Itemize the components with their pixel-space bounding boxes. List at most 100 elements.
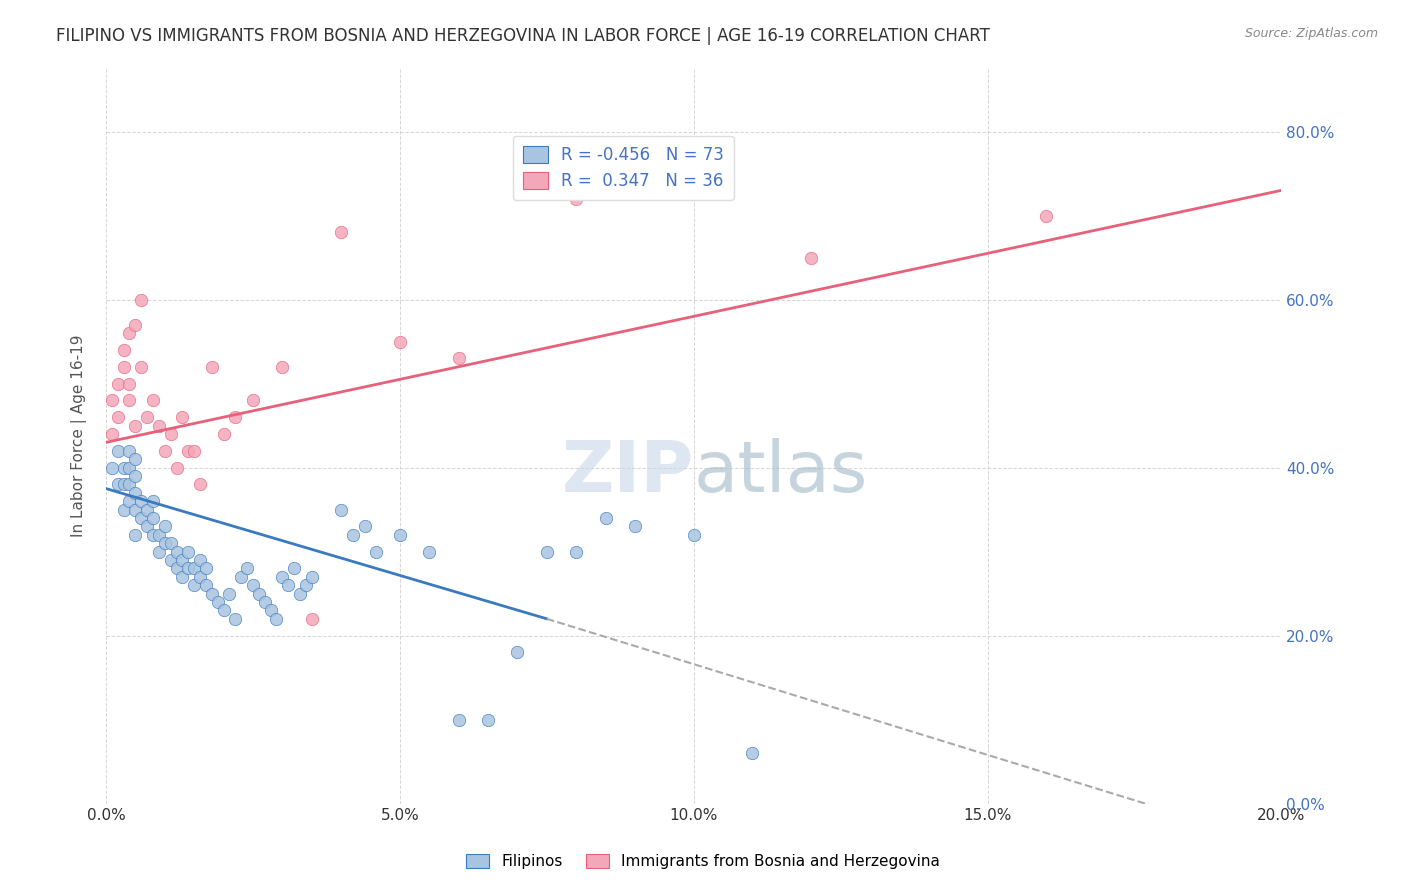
Point [166, 460, 188, 475]
Point [124, 418, 146, 433]
Point [136, 502, 159, 516]
Point [536, 544, 558, 558]
Point [277, 578, 299, 592]
Text: ZIP: ZIP [561, 438, 693, 508]
Legend: R = -0.456   N = 73, R =  0.347   N = 36: R = -0.456 N = 73, R = 0.347 N = 36 [513, 136, 734, 201]
Point [447, 351, 470, 366]
Point [188, 477, 211, 491]
Point [330, 502, 353, 516]
Point [118, 326, 141, 340]
Point [177, 561, 200, 575]
Point [183, 443, 205, 458]
Point [118, 376, 141, 391]
Point [330, 225, 353, 239]
Point [800, 251, 823, 265]
Point [112, 502, 135, 516]
Point [153, 519, 176, 533]
Point [142, 528, 165, 542]
Point [124, 485, 146, 500]
Point [107, 477, 129, 491]
Point [129, 293, 152, 307]
Point [129, 359, 152, 374]
Point [301, 612, 323, 626]
Point [148, 418, 170, 433]
Point [194, 561, 217, 575]
Point [101, 427, 124, 442]
Point [418, 544, 440, 558]
Point [253, 595, 276, 609]
Legend: Filipinos, Immigrants from Bosnia and Herzegovina: Filipinos, Immigrants from Bosnia and He… [460, 848, 946, 875]
Point [236, 561, 259, 575]
Point [266, 612, 288, 626]
Text: Source: ZipAtlas.com: Source: ZipAtlas.com [1244, 27, 1378, 40]
Point [224, 612, 246, 626]
Point [112, 359, 135, 374]
Point [212, 427, 235, 442]
Point [682, 167, 704, 181]
Point [118, 393, 141, 408]
Point [118, 460, 141, 475]
Point [118, 443, 141, 458]
Point [247, 586, 270, 600]
Point [159, 553, 181, 567]
Point [271, 570, 294, 584]
Point [118, 477, 141, 491]
Point [342, 528, 364, 542]
Point [107, 443, 129, 458]
Y-axis label: In Labor Force | Age 16-19: In Labor Force | Age 16-19 [72, 334, 87, 537]
Point [447, 713, 470, 727]
Point [129, 511, 152, 525]
Point [107, 376, 129, 391]
Point [388, 334, 411, 349]
Point [477, 713, 499, 727]
Point [142, 511, 165, 525]
Point [159, 427, 181, 442]
Point [624, 519, 647, 533]
Point [101, 460, 124, 475]
Point [188, 553, 211, 567]
Point [177, 443, 200, 458]
Point [283, 561, 305, 575]
Point [148, 544, 170, 558]
Point [271, 359, 294, 374]
Point [148, 528, 170, 542]
Point [565, 544, 588, 558]
Point [112, 477, 135, 491]
Point [183, 578, 205, 592]
Point [194, 578, 217, 592]
Point [177, 544, 200, 558]
Point [353, 519, 375, 533]
Point [101, 393, 124, 408]
Point [172, 553, 194, 567]
Point [136, 519, 159, 533]
Text: FILIPINO VS IMMIGRANTS FROM BOSNIA AND HERZEGOVINA IN LABOR FORCE | AGE 16-19 CO: FILIPINO VS IMMIGRANTS FROM BOSNIA AND H… [56, 27, 990, 45]
Point [224, 410, 246, 425]
Point [231, 570, 253, 584]
Point [565, 192, 588, 206]
Point [388, 528, 411, 542]
Point [124, 528, 146, 542]
Point [201, 586, 224, 600]
Point [218, 586, 240, 600]
Point [142, 494, 165, 508]
Point [242, 578, 264, 592]
Point [288, 586, 311, 600]
Point [172, 570, 194, 584]
Point [366, 544, 388, 558]
Point [124, 502, 146, 516]
Point [595, 511, 617, 525]
Point [207, 595, 229, 609]
Point [107, 410, 129, 425]
Point [159, 536, 181, 550]
Point [124, 452, 146, 467]
Point [112, 343, 135, 357]
Point [295, 578, 318, 592]
Point [153, 536, 176, 550]
Point [172, 410, 194, 425]
Point [118, 494, 141, 508]
Point [259, 603, 281, 617]
Point [201, 359, 224, 374]
Point [301, 570, 323, 584]
Point [166, 544, 188, 558]
Point [188, 570, 211, 584]
